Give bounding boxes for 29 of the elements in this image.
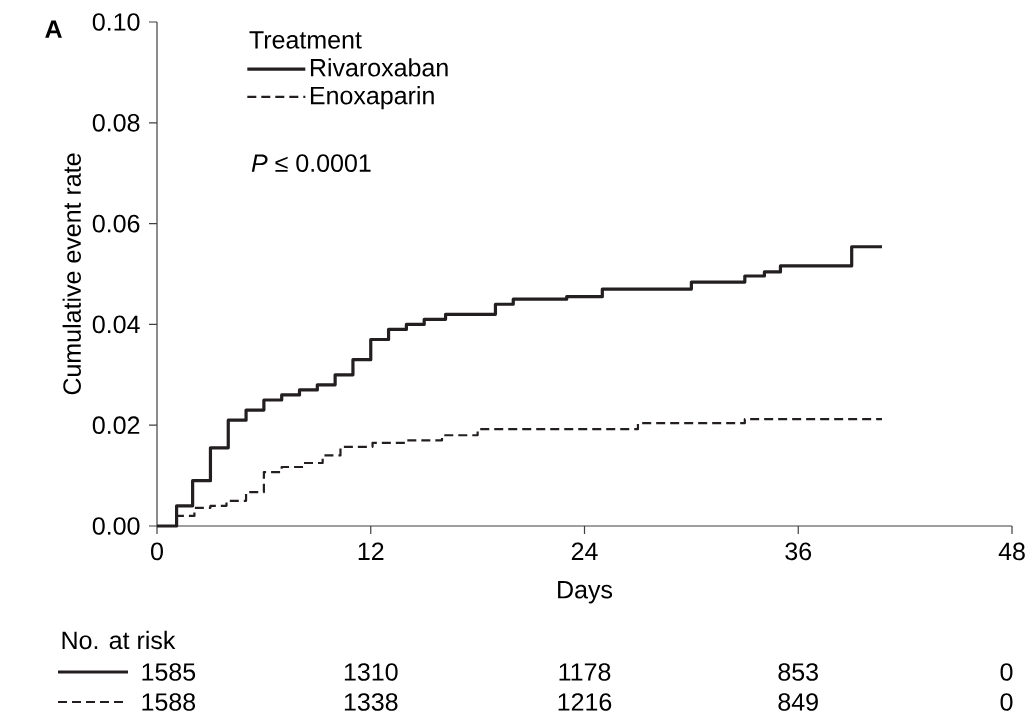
y-tick-label: 0.04 — [92, 315, 140, 334]
y-tick-label: 0.00 — [92, 517, 140, 535]
y-tick-label: 0.08 — [92, 113, 140, 132]
y-axis-title: Cumulative event rate — [62, 153, 81, 395]
x-tick-label: 48 — [998, 542, 1025, 561]
legend-label: Enoxaparin — [310, 86, 434, 110]
y-tick-label: 0.10 — [92, 13, 140, 31]
y-tick-label: 0.02 — [92, 416, 140, 435]
text: A — [45, 20, 62, 38]
text: 1216 — [558, 693, 612, 711]
text: 853 — [778, 663, 818, 681]
text: No. at risk — [62, 630, 176, 650]
x-tick-label: 36 — [785, 542, 812, 561]
text: 0 — [1000, 693, 1013, 711]
text: 1178 — [559, 663, 611, 681]
x-tick-label: 12 — [358, 542, 384, 560]
annotation: P ≤ 0.0001 — [251, 154, 371, 172]
text: 1338 — [344, 693, 398, 711]
legend-label: Rivaroxaban — [310, 58, 448, 77]
text: 849 — [778, 693, 818, 711]
text: 1585 — [142, 663, 196, 681]
text: 1588 — [142, 693, 196, 711]
text: 1310 — [344, 663, 398, 681]
x-tick-label: 24 — [571, 542, 598, 560]
text: 0 — [1000, 663, 1013, 681]
x-axis-title: Days — [558, 581, 613, 604]
legend-title: Treatment — [249, 31, 362, 49]
x-tick-label: 0 — [151, 542, 163, 561]
y-tick-label: 0.06 — [92, 214, 140, 233]
